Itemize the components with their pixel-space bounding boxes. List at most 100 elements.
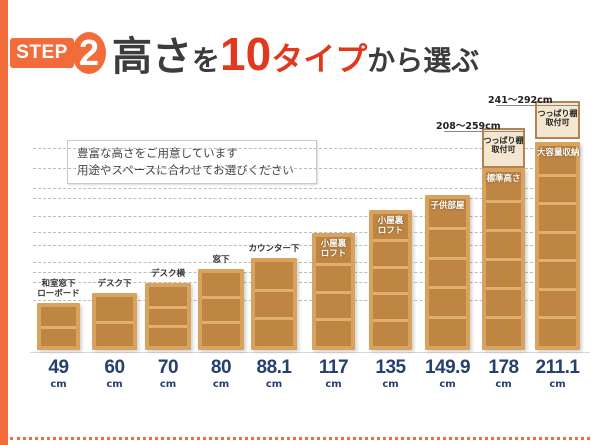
shelf-usage-label: デスク横 <box>150 269 185 279</box>
shelf-board <box>202 321 240 324</box>
page-title: 高さを10タイプから選ぶ <box>112 24 479 80</box>
height-value: 88.1 <box>256 357 292 378</box>
bookshelf[interactable] <box>482 168 525 350</box>
shelf-board <box>429 316 466 319</box>
shelf-board <box>539 174 576 177</box>
height-unit: cm <box>159 379 177 390</box>
shelf-usage-label: 和室窓下 ローボード <box>37 279 80 299</box>
shelf-usage-label: カウンター下 <box>248 244 300 254</box>
shelf-board <box>316 291 351 294</box>
shelf-usage-label: 大容量収納 <box>537 148 580 158</box>
shelf-usage-label: 子供部屋 <box>430 201 465 211</box>
height-unit: cm <box>495 379 512 390</box>
bottom-dotted-divider <box>10 437 590 440</box>
shelf-board <box>429 286 466 289</box>
title-part-number: 10 <box>220 28 272 80</box>
height-guide-line <box>33 262 563 263</box>
shelf-board <box>539 288 576 291</box>
height-guide-line <box>33 282 563 283</box>
height-guide-line <box>33 198 563 199</box>
height-value: 80 <box>210 357 232 378</box>
height-guide-line <box>33 245 563 246</box>
height-value: 70 <box>157 357 179 378</box>
tension-rod-extension[interactable] <box>482 128 525 168</box>
shelf-board <box>486 316 521 319</box>
height-value: 211.1 <box>535 357 581 378</box>
shelf-board <box>316 263 351 266</box>
shelf-board <box>255 289 293 292</box>
note-line-1: 豊富な高さをご用意しています <box>77 146 238 160</box>
height-unit: cm <box>265 379 283 390</box>
height-guide-line <box>33 272 563 273</box>
height-unit: cm <box>549 379 566 390</box>
shelf-board <box>539 259 576 262</box>
tension-height-range: 241〜292cm <box>488 95 553 106</box>
height-unit: cm <box>212 379 230 390</box>
tension-height-range: 208〜259cm <box>436 121 501 132</box>
shelf-board <box>486 229 521 232</box>
bookshelf[interactable] <box>145 283 191 350</box>
height-unit: cm <box>382 379 399 390</box>
shelf-usage-label: 小屋裏 ロフト <box>320 239 347 259</box>
shelf-board <box>149 325 187 328</box>
bookshelf[interactable] <box>198 269 244 350</box>
height-guide-line <box>33 168 563 169</box>
shelf-board <box>539 231 576 234</box>
shelf-board <box>149 306 187 309</box>
height-value: 178 <box>488 357 519 378</box>
shelf-board <box>539 202 576 205</box>
step-label: STEP <box>10 38 74 68</box>
title-part-choose: から選ぶ <box>367 44 480 77</box>
bookshelf[interactable] <box>312 233 355 350</box>
shelf-board <box>373 239 408 242</box>
shelf-usage-label: 小屋裏 ロフト <box>377 216 404 236</box>
shelf-board <box>373 292 408 295</box>
shelf-usage-label: 標準高さ <box>486 174 521 184</box>
step-badge: STEP 2 <box>10 32 106 76</box>
height-value: 149.9 <box>424 357 471 378</box>
bookshelf[interactable] <box>425 195 470 350</box>
step-number: 2 <box>72 32 106 74</box>
height-value: 49 <box>48 357 69 378</box>
shelf-board <box>486 287 521 290</box>
shelf-board <box>202 296 240 299</box>
floor-line <box>30 352 590 353</box>
shelf-board <box>96 321 133 324</box>
shelf-board <box>429 257 466 260</box>
shelf-usage-label: デスク下 <box>97 279 132 289</box>
shelf-board <box>373 266 408 269</box>
shelf-usage-label: 窓下 <box>212 255 230 265</box>
range-indicator-line <box>444 131 525 132</box>
shelf-board <box>316 318 351 321</box>
height-unit: cm <box>50 379 67 390</box>
tension-rod-label: つっぱり棚 取付可 <box>483 136 524 154</box>
info-note: 豊富な高さをご用意しています 用途やスペースに合わせてお選びください <box>67 140 317 184</box>
shelf-board <box>41 326 76 329</box>
title-part-height: 高さ <box>112 34 192 80</box>
shelf-board <box>539 316 576 319</box>
accent-side-bar <box>0 0 8 445</box>
title-part-type: タイプ <box>271 41 368 77</box>
height-guide-line <box>33 232 563 233</box>
range-indicator-line <box>496 105 580 106</box>
shelf-board <box>255 317 293 320</box>
note-line-2: 用途やスペースに合わせてお選びください <box>77 163 294 177</box>
height-unit: cm <box>439 379 456 390</box>
height-guide-line <box>33 216 563 217</box>
height-guide-line <box>33 148 563 149</box>
height-value: 60 <box>104 357 125 378</box>
tension-rod-label: つっぱり棚 取付可 <box>537 109 578 127</box>
title-part-particle: を <box>192 44 221 77</box>
height-guide-line <box>33 188 563 189</box>
height-unit: cm <box>106 379 123 390</box>
height-unit: cm <box>325 379 342 390</box>
bookshelf[interactable] <box>369 210 412 350</box>
bookshelf[interactable] <box>37 303 80 350</box>
bookshelf[interactable] <box>251 258 297 350</box>
shelf-board <box>373 319 408 322</box>
bookshelf[interactable] <box>92 293 137 350</box>
bookshelf[interactable] <box>535 142 580 350</box>
shelf-board <box>429 227 466 230</box>
tension-rod-extension[interactable] <box>535 101 580 139</box>
